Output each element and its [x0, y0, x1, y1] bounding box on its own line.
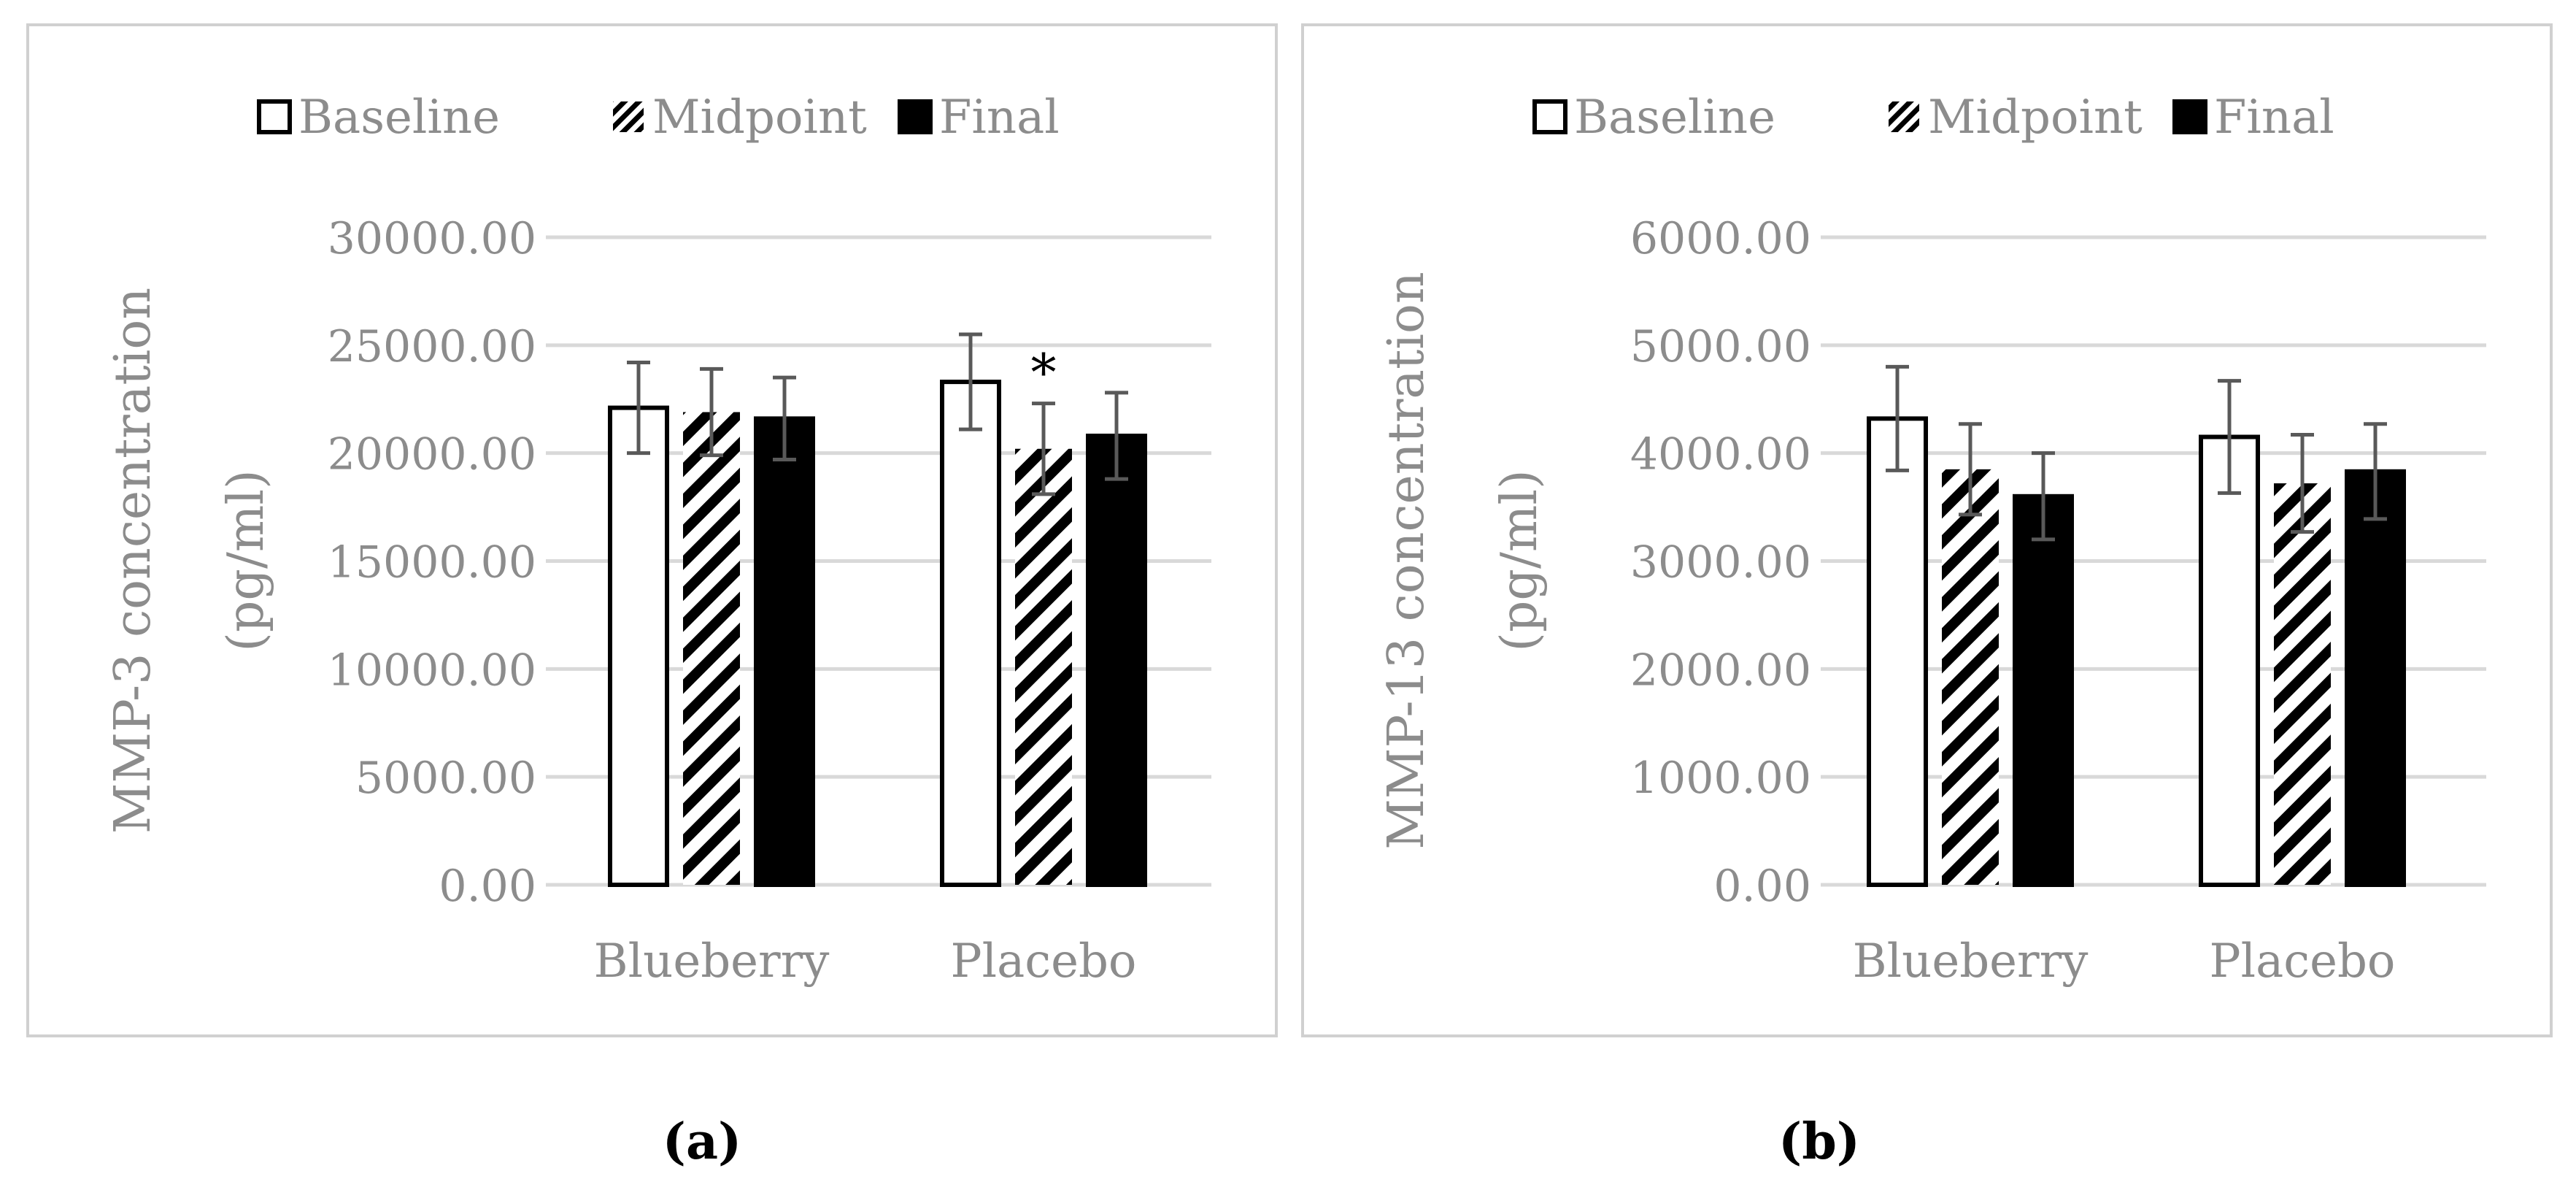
legend-label-midpoint: Midpoint [1928, 91, 2143, 145]
chart-panel-b: 0.00 1000.00 2000.00 3000.00 4000.00 5000.00 6… [1301, 23, 2553, 1037]
bar-final-placebo [1086, 434, 1147, 887]
bar-final-blueberry [754, 416, 815, 887]
y-tick-label: 2000.00 [1630, 645, 1811, 696]
y-tick-label: 25000.00 [328, 321, 536, 372]
legend-swatch-final [2172, 99, 2207, 134]
legend-label-final: Final [2214, 91, 2334, 145]
legend-label-baseline: Baseline [1574, 91, 1775, 145]
y-tick-label: 20000.00 [328, 429, 536, 480]
y-axis-label: MMP-13 concentration [1378, 272, 1435, 850]
bar-baseline-blueberry [1867, 416, 1928, 887]
y-tick-label: 3000.00 [1630, 537, 1811, 588]
y-tick-label: 5000.00 [355, 753, 536, 804]
y-tick-label: 30000.00 [328, 213, 536, 264]
x-category-label-blueberry: Blueberry [594, 934, 830, 988]
bar-midpoint-placebo [2274, 483, 2331, 885]
bar-final-placebo [2345, 469, 2406, 887]
legend-swatch-midpoint [613, 101, 644, 132]
y-tick-label: 0.00 [1713, 861, 1811, 912]
y-tick-label: 5000.00 [1630, 321, 1811, 372]
y-tick-label: 10000.00 [328, 645, 536, 696]
chart-panel-a: 0.00 5000.00 10000.00 15000.00 20000.00 25000… [26, 23, 1278, 1037]
y-tick-label: 1000.00 [1630, 753, 1811, 804]
legend-label-baseline: Baseline [298, 91, 500, 145]
bar-baseline-placebo [940, 380, 1001, 887]
y-tick-label: 4000.00 [1630, 429, 1811, 480]
x-category-label-placebo: Placebo [951, 934, 1137, 988]
bar-midpoint-placebo [1015, 448, 1072, 885]
bar-baseline-placebo [2199, 434, 2260, 887]
bar-baseline-blueberry [608, 405, 669, 887]
x-category-label-placebo: Placebo [2210, 934, 2396, 988]
bar-final-blueberry [2013, 494, 2074, 887]
legend-swatch-final [898, 99, 933, 134]
panel-label-b: (b) [1778, 1113, 1860, 1171]
legend-label-final: Final [939, 91, 1060, 145]
bar-midpoint-blueberry [683, 412, 740, 885]
legend-swatch-midpoint [1889, 101, 1919, 132]
bar-midpoint-blueberry [1942, 469, 1999, 885]
x-category-label-blueberry: Blueberry [1853, 934, 2089, 988]
y-axis-unit-label: (pg/ml) [1491, 469, 1549, 651]
y-axis-label: MMP-3 concentration [104, 288, 162, 834]
y-tick-label: 6000.00 [1630, 213, 1811, 264]
significance-marker: * [1031, 343, 1057, 403]
legend-swatch-baseline [257, 99, 292, 134]
y-axis-unit-label: (pg/ml) [217, 469, 275, 651]
legend-swatch-baseline [1532, 99, 1567, 134]
legend-label-midpoint: Midpoint [652, 91, 867, 145]
y-tick-label: 15000.00 [328, 537, 536, 588]
panel-label-a: (a) [662, 1113, 742, 1171]
y-tick-label: 0.00 [439, 861, 536, 912]
